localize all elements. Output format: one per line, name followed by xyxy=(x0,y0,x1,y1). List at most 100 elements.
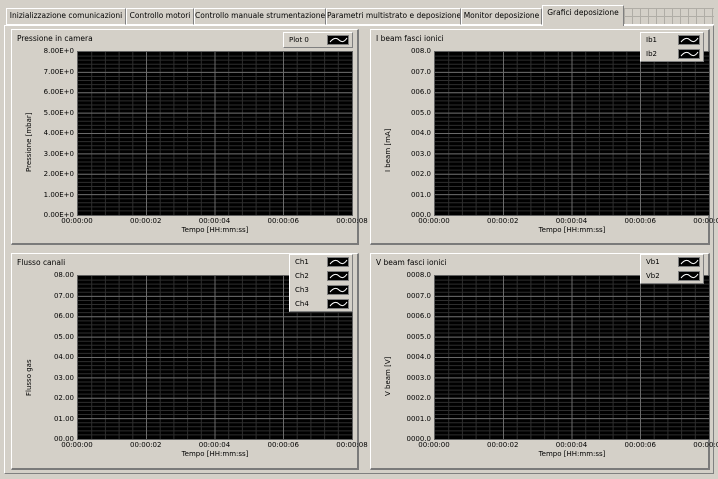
y-tick-label: 02.00 xyxy=(53,394,74,402)
legend-entry[interactable]: Ch2 xyxy=(290,269,352,283)
x-axis-label: Tempo [HH:mm:ss] xyxy=(181,450,249,458)
x-tick-label: 00:00:08 xyxy=(336,217,368,225)
graph-title: I beam fasci ionici xyxy=(376,34,444,43)
y-tick-label: 004.0 xyxy=(410,129,431,137)
line-style-icon[interactable] xyxy=(327,257,349,267)
x-tick-label: 00:00:08 xyxy=(693,217,718,225)
plot-area[interactable] xyxy=(434,275,710,440)
x-tick-label: 00:00:02 xyxy=(487,441,519,449)
x-tick-label: 00:00:04 xyxy=(198,441,231,449)
x-tick-label: 00:00:06 xyxy=(624,441,656,449)
plot-legend[interactable]: Plot 0 xyxy=(283,32,353,48)
x-tick-label: 00:00:06 xyxy=(267,217,299,225)
x-tick-label: 00:00:00 xyxy=(61,217,93,225)
y-tick-label: 0001.0 xyxy=(406,414,432,423)
plot-grid xyxy=(435,276,709,439)
legend-label: Ch4 xyxy=(295,300,309,308)
legend-label: Plot 0 xyxy=(289,36,309,44)
graph-pressione: Pressione in camera 8.00E+0 7.00E+0 6.00E+0… xyxy=(11,29,368,245)
y-tick-label: 0008.0 xyxy=(406,271,432,279)
legend-entry[interactable]: Vb1 xyxy=(641,255,703,269)
x-tick-label: 00:00:02 xyxy=(487,217,519,225)
x-tick-label: 00:00:08 xyxy=(693,441,718,449)
legend-entry[interactable]: Ib1 xyxy=(641,33,703,47)
tab-bar: Inizializzazione comunicazioni Controllo… xyxy=(4,5,714,26)
plot-area[interactable] xyxy=(77,51,353,216)
legend-entry[interactable]: Vb2 xyxy=(641,269,703,283)
line-style-icon[interactable] xyxy=(678,35,700,45)
plot-grid xyxy=(78,52,352,215)
x-tick-label: 00:00:06 xyxy=(267,441,299,449)
x-tick-label: 00:00:02 xyxy=(130,217,162,225)
x-tick-label: 00:00:04 xyxy=(198,217,231,225)
y-tick-label: 0005.0 xyxy=(406,332,432,341)
line-style-icon[interactable] xyxy=(678,49,700,59)
plot-area[interactable] xyxy=(434,51,710,216)
tab-inizializzazione[interactable]: Inizializzazione comunicazioni xyxy=(6,8,126,25)
tab-controllo-manuale[interactable]: Controllo manuale strumentazione xyxy=(194,8,326,25)
legend-label: Ch1 xyxy=(295,258,309,266)
legend-entry[interactable]: Ib2 xyxy=(641,47,703,61)
y-tick-label: 04.00 xyxy=(53,353,74,361)
x-tick-label: 00:00:04 xyxy=(555,441,588,449)
y-tick-label: 0004.0 xyxy=(406,353,432,361)
y-tick-label: 0006.0 xyxy=(406,312,432,320)
y-tick-label: 0000.0 xyxy=(406,435,432,443)
y-tick-label: 005.0 xyxy=(410,108,431,117)
tab-controllo-motori[interactable]: Controllo motori xyxy=(126,8,194,25)
plot-legend[interactable]: Vb1 Vb2 xyxy=(640,254,704,284)
x-tick-label: 00:00:00 xyxy=(418,217,450,225)
legend-entry[interactable]: Ch1 xyxy=(290,255,352,269)
y-axis-label: I beam [mA] xyxy=(384,128,392,172)
y-axis-label: Flusso gas xyxy=(25,358,33,396)
plot-legend[interactable]: Ib1 Ib2 xyxy=(640,32,704,62)
y-tick-label: 06.00 xyxy=(53,312,74,320)
line-style-icon[interactable] xyxy=(678,257,700,267)
line-style-icon[interactable] xyxy=(327,285,349,295)
y-tick-label: 0.00E+0 xyxy=(43,211,74,219)
y-tick-label: 08.00 xyxy=(53,271,74,279)
x-tick-label: 00:00:02 xyxy=(130,441,162,449)
y-tick-label: 0002.0 xyxy=(406,394,432,402)
graph-v-beam: V beam fasci ionici 0008.0 0007.0 0006.0 000… xyxy=(370,253,718,470)
y-tick-label: 000.0 xyxy=(410,211,431,219)
y-axis-label: V beam [V] xyxy=(384,356,392,396)
y-tick-label: 0007.0 xyxy=(406,291,432,300)
line-style-icon[interactable] xyxy=(327,35,349,45)
line-style-icon[interactable] xyxy=(327,299,349,309)
y-tick-label: 7.00E+0 xyxy=(43,67,74,76)
y-tick-label: 00.00 xyxy=(53,435,74,443)
legend-entry[interactable]: Plot 0 xyxy=(284,33,352,47)
y-tick-label: 6.00E+0 xyxy=(43,88,74,96)
y-axis-label: Pressione [mbar] xyxy=(25,111,33,172)
line-style-icon[interactable] xyxy=(327,271,349,281)
plot-legend[interactable]: Ch1 Ch2 Ch3 Ch4 xyxy=(289,254,353,312)
graph-title: V beam fasci ionici xyxy=(376,258,447,267)
plot-area[interactable] xyxy=(77,275,353,440)
y-tick-label: 01.00 xyxy=(53,414,74,423)
tab-parametri[interactable]: Parametri multistrato e deposizione xyxy=(326,8,461,25)
y-tick-label: 3.00E+0 xyxy=(43,149,74,158)
tab-grafici[interactable]: Grafici deposizione xyxy=(542,5,624,26)
legend-entry[interactable]: Ch3 xyxy=(290,283,352,297)
y-tick-label: 03.00 xyxy=(53,373,74,382)
legend-entry[interactable]: Ch4 xyxy=(290,297,352,311)
y-tick-label: 4.00E+0 xyxy=(43,129,74,137)
y-tick-label: 006.0 xyxy=(410,88,431,96)
x-tick-label: 00:00:04 xyxy=(555,217,588,225)
y-tick-label: 002.0 xyxy=(410,170,431,178)
legend-label: Vb1 xyxy=(646,258,660,266)
legend-label: Ch3 xyxy=(295,286,309,294)
tab-panel xyxy=(4,25,714,474)
tab-monitor[interactable]: Monitor deposizione xyxy=(461,8,542,25)
graph-flusso: Flusso canali 08.00 07.00 06.00 05.00 04.00 03… xyxy=(11,253,368,470)
y-tick-label: 008.0 xyxy=(410,47,431,55)
x-axis-label: Tempo [HH:mm:ss] xyxy=(538,450,606,458)
y-tick-label: 1.00E+0 xyxy=(43,190,74,199)
y-tick-label: 8.00E+0 xyxy=(43,47,74,55)
x-tick-label: 00:00:00 xyxy=(61,441,93,449)
graph-title: Flusso canali xyxy=(17,258,66,267)
legend-label: Vb2 xyxy=(646,272,660,280)
y-tick-label: 003.0 xyxy=(410,149,431,158)
line-style-icon[interactable] xyxy=(678,271,700,281)
